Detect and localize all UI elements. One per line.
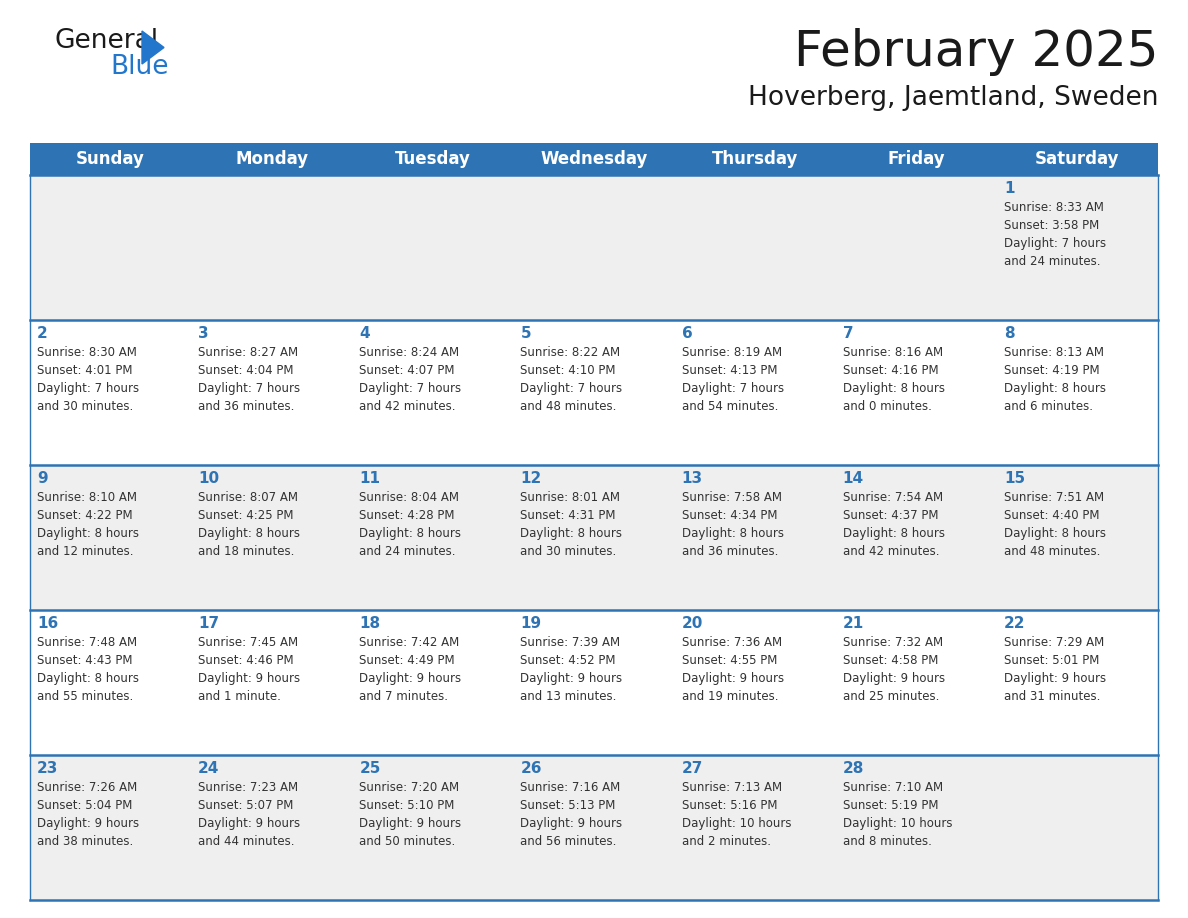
Text: Sunrise: 7:54 AM
Sunset: 4:37 PM
Daylight: 8 hours
and 42 minutes.: Sunrise: 7:54 AM Sunset: 4:37 PM Dayligh… xyxy=(842,491,944,558)
Text: 23: 23 xyxy=(37,761,58,776)
Text: Hoverberg, Jaemtland, Sweden: Hoverberg, Jaemtland, Sweden xyxy=(747,85,1158,111)
Text: Sunrise: 8:16 AM
Sunset: 4:16 PM
Daylight: 8 hours
and 0 minutes.: Sunrise: 8:16 AM Sunset: 4:16 PM Dayligh… xyxy=(842,346,944,413)
Text: Sunrise: 7:36 AM
Sunset: 4:55 PM
Daylight: 9 hours
and 19 minutes.: Sunrise: 7:36 AM Sunset: 4:55 PM Dayligh… xyxy=(682,636,784,703)
Text: Sunrise: 8:33 AM
Sunset: 3:58 PM
Daylight: 7 hours
and 24 minutes.: Sunrise: 8:33 AM Sunset: 3:58 PM Dayligh… xyxy=(1004,201,1106,268)
Text: 26: 26 xyxy=(520,761,542,776)
Text: 6: 6 xyxy=(682,326,693,341)
Text: 11: 11 xyxy=(359,471,380,486)
Polygon shape xyxy=(143,31,164,64)
Text: 4: 4 xyxy=(359,326,369,341)
Text: February 2025: February 2025 xyxy=(794,28,1158,76)
Bar xyxy=(513,143,675,175)
Bar xyxy=(30,175,1158,320)
Text: General: General xyxy=(55,28,159,54)
Text: 12: 12 xyxy=(520,471,542,486)
Text: Sunrise: 7:39 AM
Sunset: 4:52 PM
Daylight: 9 hours
and 13 minutes.: Sunrise: 7:39 AM Sunset: 4:52 PM Dayligh… xyxy=(520,636,623,703)
Text: Sunrise: 7:42 AM
Sunset: 4:49 PM
Daylight: 9 hours
and 7 minutes.: Sunrise: 7:42 AM Sunset: 4:49 PM Dayligh… xyxy=(359,636,461,703)
Text: 7: 7 xyxy=(842,326,853,341)
Text: Sunrise: 8:01 AM
Sunset: 4:31 PM
Daylight: 8 hours
and 30 minutes.: Sunrise: 8:01 AM Sunset: 4:31 PM Dayligh… xyxy=(520,491,623,558)
Text: 5: 5 xyxy=(520,326,531,341)
Bar xyxy=(30,320,1158,465)
Text: Sunrise: 8:19 AM
Sunset: 4:13 PM
Daylight: 7 hours
and 54 minutes.: Sunrise: 8:19 AM Sunset: 4:13 PM Dayligh… xyxy=(682,346,784,413)
Bar xyxy=(30,465,1158,610)
Text: 18: 18 xyxy=(359,616,380,631)
Text: Sunrise: 7:51 AM
Sunset: 4:40 PM
Daylight: 8 hours
and 48 minutes.: Sunrise: 7:51 AM Sunset: 4:40 PM Dayligh… xyxy=(1004,491,1106,558)
Text: Sunrise: 7:20 AM
Sunset: 5:10 PM
Daylight: 9 hours
and 50 minutes.: Sunrise: 7:20 AM Sunset: 5:10 PM Dayligh… xyxy=(359,781,461,848)
Text: Sunrise: 7:32 AM
Sunset: 4:58 PM
Daylight: 9 hours
and 25 minutes.: Sunrise: 7:32 AM Sunset: 4:58 PM Dayligh… xyxy=(842,636,944,703)
Text: Sunrise: 8:10 AM
Sunset: 4:22 PM
Daylight: 8 hours
and 12 minutes.: Sunrise: 8:10 AM Sunset: 4:22 PM Dayligh… xyxy=(37,491,139,558)
Bar xyxy=(30,610,1158,755)
Text: Sunrise: 7:13 AM
Sunset: 5:16 PM
Daylight: 10 hours
and 2 minutes.: Sunrise: 7:13 AM Sunset: 5:16 PM Dayligh… xyxy=(682,781,791,848)
Text: Sunday: Sunday xyxy=(76,150,145,168)
Text: 13: 13 xyxy=(682,471,702,486)
Text: 27: 27 xyxy=(682,761,703,776)
Bar xyxy=(835,143,997,175)
Text: 14: 14 xyxy=(842,471,864,486)
Text: Sunrise: 8:24 AM
Sunset: 4:07 PM
Daylight: 7 hours
and 42 minutes.: Sunrise: 8:24 AM Sunset: 4:07 PM Dayligh… xyxy=(359,346,461,413)
Text: Sunrise: 7:29 AM
Sunset: 5:01 PM
Daylight: 9 hours
and 31 minutes.: Sunrise: 7:29 AM Sunset: 5:01 PM Dayligh… xyxy=(1004,636,1106,703)
Text: Sunrise: 8:13 AM
Sunset: 4:19 PM
Daylight: 8 hours
and 6 minutes.: Sunrise: 8:13 AM Sunset: 4:19 PM Dayligh… xyxy=(1004,346,1106,413)
Text: Blue: Blue xyxy=(110,54,169,80)
Text: 20: 20 xyxy=(682,616,703,631)
Text: Friday: Friday xyxy=(887,150,946,168)
Text: Sunrise: 7:23 AM
Sunset: 5:07 PM
Daylight: 9 hours
and 44 minutes.: Sunrise: 7:23 AM Sunset: 5:07 PM Dayligh… xyxy=(198,781,301,848)
Text: 21: 21 xyxy=(842,616,864,631)
Text: 22: 22 xyxy=(1004,616,1025,631)
Text: Sunrise: 8:27 AM
Sunset: 4:04 PM
Daylight: 7 hours
and 36 minutes.: Sunrise: 8:27 AM Sunset: 4:04 PM Dayligh… xyxy=(198,346,301,413)
Text: 25: 25 xyxy=(359,761,380,776)
Text: Thursday: Thursday xyxy=(712,150,798,168)
Text: Sunrise: 7:26 AM
Sunset: 5:04 PM
Daylight: 9 hours
and 38 minutes.: Sunrise: 7:26 AM Sunset: 5:04 PM Dayligh… xyxy=(37,781,139,848)
Bar xyxy=(997,143,1158,175)
Text: Monday: Monday xyxy=(235,150,308,168)
Text: Sunrise: 7:58 AM
Sunset: 4:34 PM
Daylight: 8 hours
and 36 minutes.: Sunrise: 7:58 AM Sunset: 4:34 PM Dayligh… xyxy=(682,491,784,558)
Text: Sunrise: 7:16 AM
Sunset: 5:13 PM
Daylight: 9 hours
and 56 minutes.: Sunrise: 7:16 AM Sunset: 5:13 PM Dayligh… xyxy=(520,781,623,848)
Text: 28: 28 xyxy=(842,761,864,776)
Text: 2: 2 xyxy=(37,326,48,341)
Text: 1: 1 xyxy=(1004,181,1015,196)
Bar xyxy=(191,143,353,175)
Text: Sunrise: 8:22 AM
Sunset: 4:10 PM
Daylight: 7 hours
and 48 minutes.: Sunrise: 8:22 AM Sunset: 4:10 PM Dayligh… xyxy=(520,346,623,413)
Bar xyxy=(675,143,835,175)
Text: Sunrise: 7:10 AM
Sunset: 5:19 PM
Daylight: 10 hours
and 8 minutes.: Sunrise: 7:10 AM Sunset: 5:19 PM Dayligh… xyxy=(842,781,953,848)
Text: Wednesday: Wednesday xyxy=(541,150,647,168)
Text: Sunrise: 8:30 AM
Sunset: 4:01 PM
Daylight: 7 hours
and 30 minutes.: Sunrise: 8:30 AM Sunset: 4:01 PM Dayligh… xyxy=(37,346,139,413)
Text: 15: 15 xyxy=(1004,471,1025,486)
Text: 16: 16 xyxy=(37,616,58,631)
Text: 3: 3 xyxy=(198,326,209,341)
Text: Tuesday: Tuesday xyxy=(394,150,470,168)
Text: 9: 9 xyxy=(37,471,48,486)
Text: Saturday: Saturday xyxy=(1035,150,1119,168)
Text: 19: 19 xyxy=(520,616,542,631)
Text: Sunrise: 7:48 AM
Sunset: 4:43 PM
Daylight: 8 hours
and 55 minutes.: Sunrise: 7:48 AM Sunset: 4:43 PM Dayligh… xyxy=(37,636,139,703)
Text: 10: 10 xyxy=(198,471,220,486)
Text: Sunrise: 8:07 AM
Sunset: 4:25 PM
Daylight: 8 hours
and 18 minutes.: Sunrise: 8:07 AM Sunset: 4:25 PM Dayligh… xyxy=(198,491,301,558)
Text: 17: 17 xyxy=(198,616,220,631)
Bar xyxy=(30,755,1158,900)
Text: Sunrise: 7:45 AM
Sunset: 4:46 PM
Daylight: 9 hours
and 1 minute.: Sunrise: 7:45 AM Sunset: 4:46 PM Dayligh… xyxy=(198,636,301,703)
Text: 8: 8 xyxy=(1004,326,1015,341)
Bar xyxy=(30,143,191,175)
Text: 24: 24 xyxy=(198,761,220,776)
Text: Sunrise: 8:04 AM
Sunset: 4:28 PM
Daylight: 8 hours
and 24 minutes.: Sunrise: 8:04 AM Sunset: 4:28 PM Dayligh… xyxy=(359,491,461,558)
Bar xyxy=(353,143,513,175)
